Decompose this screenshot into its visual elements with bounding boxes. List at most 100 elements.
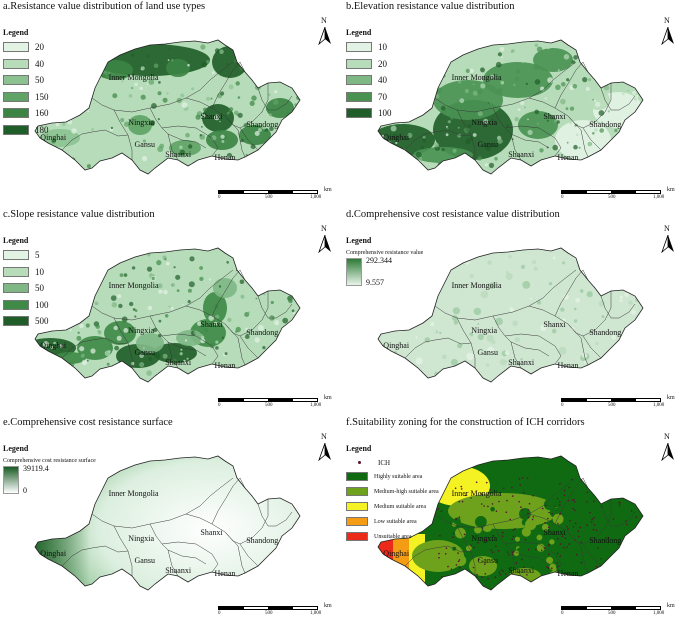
legend-label: 10 bbox=[378, 42, 387, 52]
scale-unit: km bbox=[667, 395, 675, 401]
province-label: Ningxia bbox=[128, 118, 155, 127]
ich-point bbox=[624, 486, 627, 488]
ich-point bbox=[502, 487, 505, 490]
ich-point bbox=[548, 553, 550, 555]
province-label: Ningxia bbox=[128, 326, 155, 335]
legend-swatch bbox=[346, 58, 372, 69]
ich-point bbox=[444, 553, 447, 555]
ich-point bbox=[568, 543, 570, 545]
province-label: Gansu bbox=[134, 556, 155, 565]
ich-point bbox=[497, 549, 500, 552]
ich-point bbox=[523, 491, 525, 494]
ich-point bbox=[574, 509, 576, 512]
ich-point bbox=[540, 549, 543, 552]
ich-point bbox=[617, 578, 619, 580]
ich-point bbox=[511, 486, 513, 489]
ich-point bbox=[490, 549, 492, 551]
ich-point bbox=[440, 510, 443, 512]
ramp-caption: Comprehensive cost resistance surface bbox=[3, 458, 96, 464]
legend-swatch bbox=[3, 108, 29, 118]
ich-point bbox=[475, 481, 478, 483]
scale-tick-label: 1,000 bbox=[310, 403, 322, 408]
province-label: Qinghai bbox=[383, 133, 410, 142]
legend-swatch bbox=[346, 532, 368, 541]
ich-point bbox=[492, 535, 495, 537]
ich-point bbox=[616, 483, 618, 485]
ich-point bbox=[579, 526, 581, 529]
legend-label: 40 bbox=[35, 58, 44, 69]
province-label: Shaanxi bbox=[508, 358, 535, 367]
panel-title: f.Suitability zoning for the constructio… bbox=[346, 417, 585, 428]
ich-point bbox=[619, 485, 621, 487]
ich-point bbox=[599, 487, 602, 489]
legend-label: Medium suitable area bbox=[374, 504, 426, 510]
ich-point bbox=[559, 543, 562, 545]
ich-point bbox=[519, 484, 521, 486]
province-label: Shandong bbox=[246, 328, 279, 337]
ich-point bbox=[593, 500, 595, 503]
ich-point bbox=[523, 566, 525, 568]
ich-point bbox=[459, 567, 461, 569]
scale-tick-label: 0 bbox=[218, 195, 221, 200]
scale-tick-label: 1,000 bbox=[310, 195, 322, 200]
province-label: Shaanxi bbox=[508, 566, 535, 575]
province-label: Inner Mongolia bbox=[451, 73, 502, 82]
ich-point bbox=[572, 507, 575, 510]
ich-point bbox=[571, 499, 574, 501]
legend-label: 70 bbox=[378, 91, 387, 102]
basin-outline bbox=[34, 39, 301, 175]
ich-point bbox=[595, 573, 597, 576]
province-label: Shanxi bbox=[543, 528, 566, 537]
province-label: Qinghai bbox=[40, 549, 67, 558]
legend-title: Legend bbox=[3, 28, 29, 37]
scale-bar-graphic bbox=[561, 398, 661, 402]
legend-label: 5 bbox=[35, 250, 40, 260]
province-label: Qinghai bbox=[383, 341, 410, 350]
province-label: Shandong bbox=[246, 120, 279, 129]
scale-tick-label: 500 bbox=[608, 195, 616, 200]
ich-point bbox=[528, 502, 531, 505]
province-label: Henan bbox=[557, 361, 579, 370]
province-label: Inner Mongolia bbox=[108, 281, 159, 290]
ich-point bbox=[463, 533, 466, 536]
ich-point bbox=[559, 482, 561, 485]
panel-d: d.Comprehensive cost resistance value di… bbox=[343, 208, 683, 414]
ich-point bbox=[484, 563, 486, 565]
ich-point bbox=[526, 574, 528, 576]
ich-point bbox=[565, 577, 568, 580]
legend-swatch bbox=[3, 299, 29, 310]
scale-bar: 0 500 1,000 km bbox=[218, 603, 338, 622]
ich-point bbox=[634, 573, 636, 575]
ramp-max-label: 39119.4 bbox=[23, 464, 49, 473]
ich-point bbox=[458, 578, 460, 580]
ich-point bbox=[557, 537, 559, 540]
ich-point bbox=[485, 481, 488, 484]
scale-tick-label: 1,000 bbox=[653, 403, 665, 408]
basin-outline bbox=[34, 247, 301, 383]
scale-unit: km bbox=[667, 603, 675, 609]
ich-point bbox=[470, 544, 472, 547]
legend-title: Legend bbox=[346, 236, 372, 245]
ich-point bbox=[557, 522, 559, 525]
province-label: Shanxi bbox=[200, 112, 223, 121]
ich-point bbox=[637, 543, 639, 545]
legend-title: Legend bbox=[346, 28, 372, 37]
ich-point bbox=[567, 528, 569, 530]
scale-tick-label: 500 bbox=[265, 403, 273, 408]
province-label: Shaanxi bbox=[508, 150, 535, 159]
ich-point bbox=[527, 516, 530, 519]
ich-point bbox=[535, 548, 537, 551]
panel-a: a.Resistance value distribution of land … bbox=[0, 0, 340, 206]
ich-point bbox=[524, 538, 527, 541]
ich-point bbox=[445, 547, 448, 549]
ich-point bbox=[600, 557, 603, 560]
ich-point bbox=[526, 477, 529, 480]
ich-point bbox=[575, 553, 578, 556]
ich-point bbox=[573, 501, 576, 503]
ich-point bbox=[545, 580, 548, 582]
ich-point bbox=[563, 489, 566, 492]
ich-point bbox=[564, 537, 566, 539]
scale-unit: km bbox=[667, 187, 675, 193]
color-ramp bbox=[346, 258, 362, 286]
ich-point bbox=[481, 576, 483, 578]
